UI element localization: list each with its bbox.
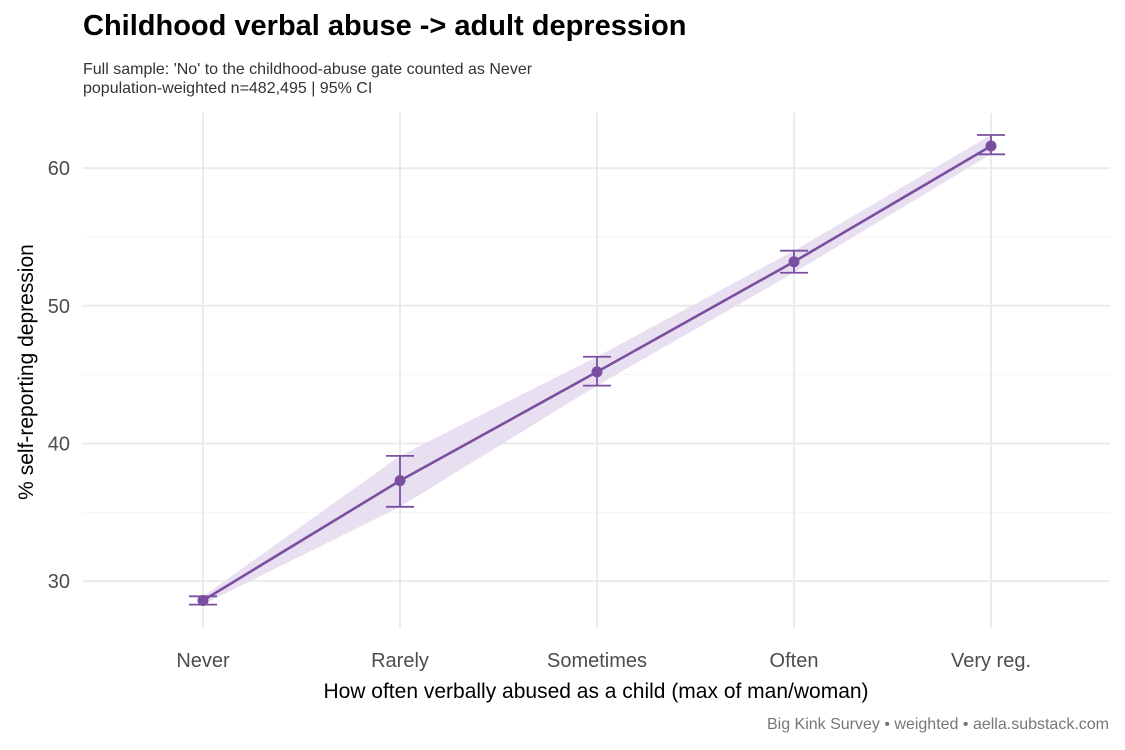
y-tick-label: 60 [48,158,70,180]
data-point [394,475,406,487]
x-tick-label: Rarely [371,650,429,672]
subtitle-line-2: population-weighted n=482,495 | 95% CI [83,80,373,97]
y-tick-label: 50 [48,296,70,318]
x-tick-label: Never [176,650,230,672]
y-tick-labels: 30 40 50 60 [48,158,70,593]
x-tick-label: Sometimes [547,650,647,672]
y-tick-label: 40 [48,433,70,455]
x-tick-label: Often [770,650,819,672]
grid-layer [83,113,1110,628]
x-tick-labels: Never Rarely Sometimes Often Very reg. [176,650,1031,672]
data-point [788,256,800,268]
data-point [591,366,603,378]
data-point [985,140,997,152]
data-point [197,594,209,606]
y-tick-label: 30 [48,571,70,593]
chart-title: Childhood verbal abuse -> adult depressi… [83,10,687,42]
chart-caption: Big Kink Survey • weighted • aella.subst… [766,716,1109,733]
chart-subtitle: Full sample: 'No' to the childhood-abuse… [83,60,532,98]
y-axis-title: % self-reporting depression [15,244,38,500]
x-axis-title: How often verbally abused as a child (ma… [323,680,868,703]
x-tick-label: Very reg. [951,650,1031,672]
point-layer [197,140,997,606]
subtitle-line-1: Full sample: 'No' to the childhood-abuse… [83,61,533,78]
